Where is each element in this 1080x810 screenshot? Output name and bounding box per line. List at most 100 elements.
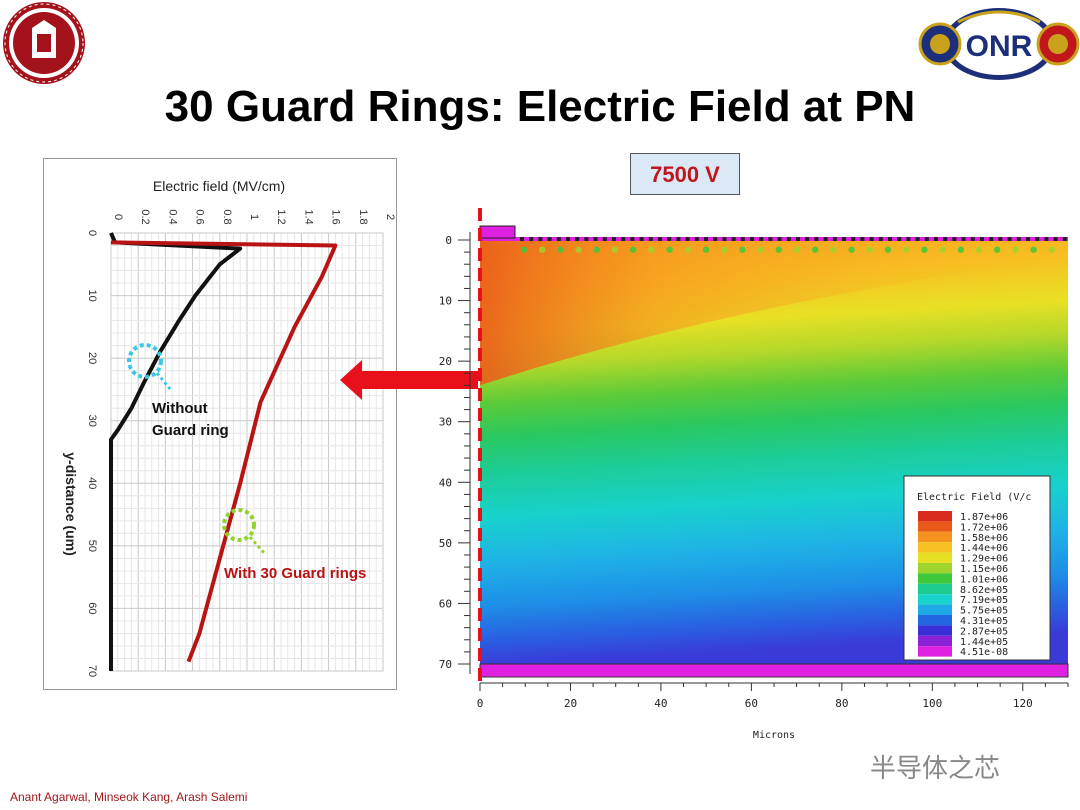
guard-ring-marker (740, 237, 745, 241)
y-tick-label: 60 (86, 602, 98, 614)
y-tick-label: 10 (86, 289, 98, 301)
y-tick-label: 20 (86, 352, 98, 364)
x-tick-label: 40 (654, 697, 667, 710)
y-tick-label: 20 (439, 355, 452, 368)
x-tick-label: 1.6 (330, 209, 342, 224)
guard-ring-field-spot (830, 246, 837, 253)
legend-entry-label: 2.87e+05 (960, 626, 1008, 637)
legend-entry-label: 1.29e+06 (960, 554, 1008, 565)
legend-entry-label: 4.31e+05 (960, 616, 1008, 627)
heatmap-legend: Electric Field (V/c 1.87e+061.72e+061.58e… (903, 475, 1051, 661)
y-tick-label: 70 (86, 665, 98, 677)
chart-series (109, 232, 338, 671)
y-tick-label: 0 (86, 230, 98, 236)
guard-ring-field-spot (957, 246, 964, 253)
guard-ring-field-spot (994, 246, 1001, 253)
heatmap-axes: 0 20 40 60 80 100 120 0 10 20 30 40 50 60 70 (439, 232, 1069, 710)
guard-ring-marker (961, 237, 966, 241)
x-tick-label: 1.4 (302, 209, 314, 224)
guard-ring-marker (851, 237, 856, 241)
guard-ring-marker (1062, 237, 1067, 241)
guard-ring-marker (1053, 237, 1058, 241)
guard-ring-marker (943, 237, 948, 241)
y-tick-label: 70 (439, 658, 452, 671)
guard-ring-marker (998, 237, 1003, 241)
highlight-circle-green (222, 508, 256, 542)
chart-annotations: Without Guard ring With 30 Guard rings (127, 343, 366, 582)
legend-entry-label: 5.75e+05 (960, 606, 1008, 617)
y-tick-label: 50 (439, 537, 452, 550)
guard-ring-field-spot (520, 246, 528, 253)
legend-swatch (918, 615, 952, 626)
y-tick-label: 30 (86, 415, 98, 427)
guard-ring-marker (888, 237, 892, 241)
guard-ring-field-spot (812, 246, 819, 253)
x-tick-label: 0.4 (166, 209, 178, 224)
guard-ring-field-spot (630, 246, 637, 253)
x-tick-label: 2 (384, 214, 396, 220)
series-without-guard-ring (109, 232, 243, 671)
guard-ring-marker (970, 237, 975, 241)
guard-ring-marker (1016, 237, 1021, 241)
guard-ring-field-spot (666, 246, 673, 253)
x-axis-label: Microns (753, 730, 795, 741)
guard-ring-marker (1007, 237, 1012, 241)
x-tick-label: 1.8 (357, 209, 369, 224)
guard-ring-marker (667, 237, 672, 241)
guard-ring-field-spot (684, 246, 691, 253)
legend-swatch (918, 511, 952, 522)
legend-entry-label: 1.44e+05 (960, 637, 1008, 648)
legend-entry-label: 1.72e+06 (960, 522, 1008, 533)
x-tick-label: 120 (1013, 697, 1033, 710)
guard-ring-marker (529, 237, 534, 241)
legend-title: Electric Field (V/c (917, 492, 1031, 503)
guard-ring-marker (842, 237, 846, 241)
guard-ring-marker (823, 237, 828, 241)
guard-ring-field-spot (611, 246, 619, 253)
guard-ring-marker (731, 237, 736, 241)
y-tick-label: 10 (439, 295, 452, 308)
legend-entry-label: 1.15e+06 (960, 564, 1008, 575)
guard-ring-marker (777, 237, 782, 241)
guard-ring-marker (750, 237, 754, 241)
guard-ring-marker (621, 237, 626, 241)
guard-ring-marker (1035, 237, 1040, 241)
guard-ring-marker (556, 237, 561, 241)
legend-entry-label: 4.51e-08 (960, 647, 1008, 658)
guard-ring-field-spot (884, 246, 892, 253)
guard-ring-field-spot (866, 246, 873, 253)
substrate-layer (479, 663, 1069, 678)
annotation-guard-ring: Guard ring (152, 422, 229, 439)
annotation-without: Without (152, 400, 208, 417)
guard-ring-marker (602, 237, 607, 241)
guard-ring-marker (685, 237, 690, 241)
legend-swatch (918, 646, 952, 657)
field-hotspot (480, 240, 1068, 386)
guard-ring-marker (566, 237, 570, 241)
x-tick-label: 20 (564, 697, 577, 710)
footer-authors: Anant Agarwal, Minseok Kang, Arash Salem… (10, 790, 248, 804)
x-tick-label: 0 (477, 697, 484, 710)
legend-entry-label: 1.01e+06 (960, 574, 1008, 585)
legend-swatch (918, 552, 952, 563)
guard-ring-marker (612, 237, 616, 241)
annotation-with-30-guard-rings: With 30 Guard rings (224, 565, 366, 582)
guard-ring-marker (722, 237, 727, 241)
guard-ring-marker (805, 237, 810, 241)
guard-ring-marker (915, 237, 920, 241)
x-tick-label: 0.6 (194, 209, 206, 224)
legend-swatch (918, 531, 952, 543)
anode-contact (479, 225, 516, 239)
legend-entry-label: 1.87e+06 (960, 512, 1008, 523)
guard-ring-marker (796, 237, 800, 241)
y-tick-label: 0 (445, 234, 452, 247)
guard-ring-marker (593, 237, 598, 241)
x-tick-label: 0.8 (221, 209, 233, 224)
legend-swatch (918, 583, 952, 595)
guard-ring-marker (934, 237, 938, 241)
chart-axes: 0 0.2 0.4 0.6 0.8 1 1.2 1.4 1.6 1.8 20102030405060… (86, 209, 396, 677)
guard-ring-marker (786, 237, 791, 241)
guard-ring-marker (630, 237, 635, 241)
svg-text:ONR: ONR (966, 30, 1033, 63)
guard-ring-marker (584, 237, 589, 241)
